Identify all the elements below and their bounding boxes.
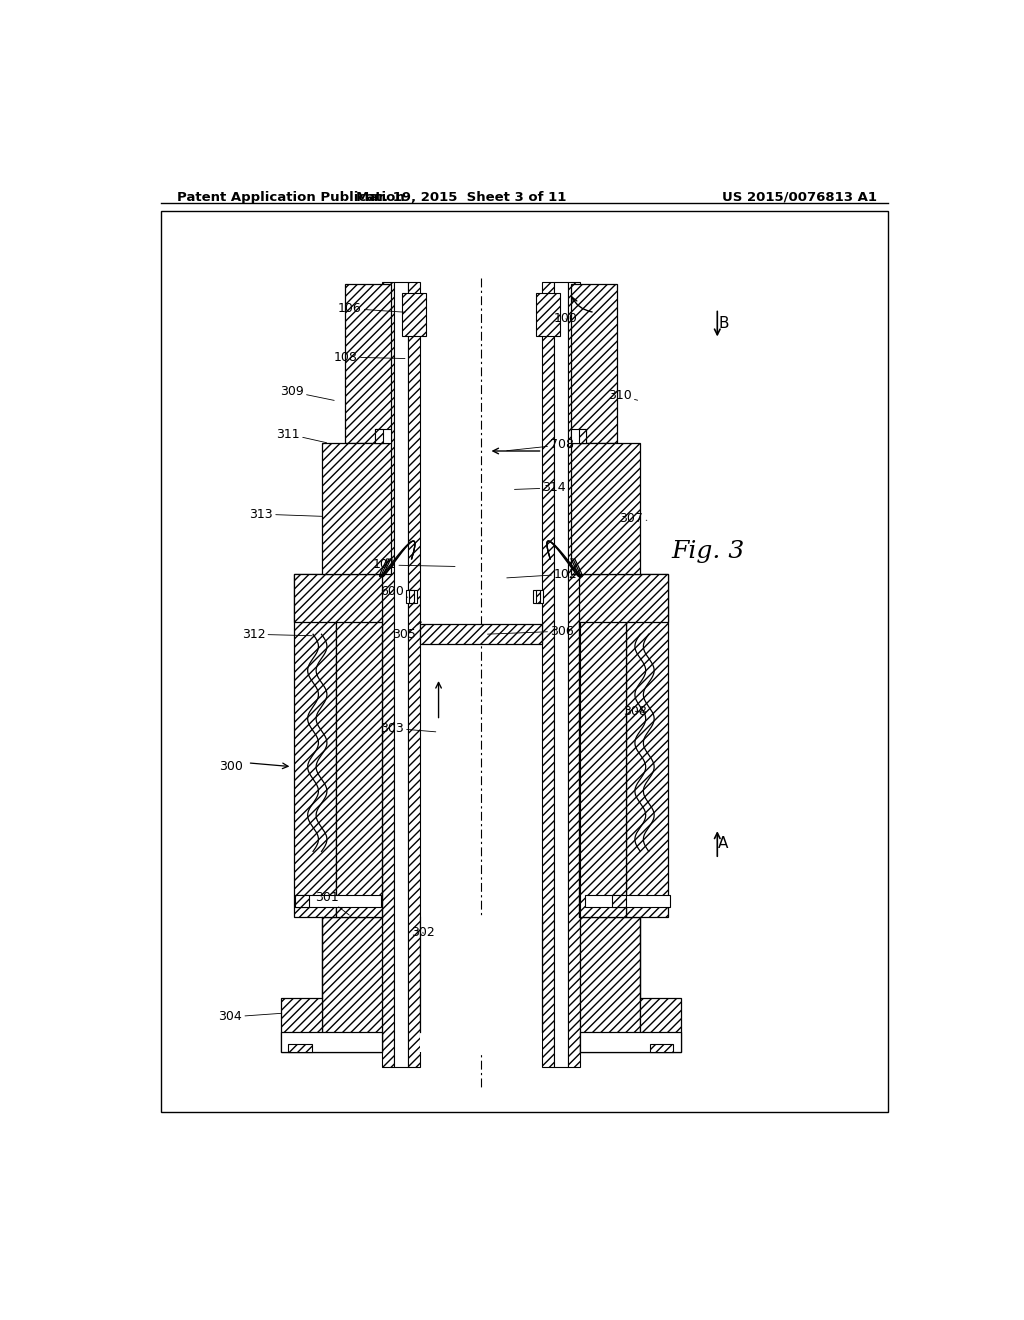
Bar — [640, 998, 681, 1052]
Bar — [571, 284, 617, 444]
Text: 600: 600 — [380, 585, 408, 598]
Text: 308: 308 — [624, 705, 647, 718]
Bar — [542, 281, 554, 1067]
Bar — [571, 429, 587, 444]
Bar — [289, 1044, 311, 1052]
Bar — [532, 590, 544, 603]
Bar — [281, 1032, 382, 1052]
Bar — [568, 281, 581, 1067]
Text: 306: 306 — [487, 624, 574, 638]
Text: 106: 106 — [338, 302, 404, 315]
Text: 101: 101 — [373, 558, 455, 572]
Bar — [650, 1044, 674, 1052]
Bar — [336, 620, 382, 917]
Bar — [401, 293, 426, 335]
Bar — [294, 574, 336, 917]
Bar — [322, 917, 382, 1052]
Text: Patent Application Publication: Patent Application Publication — [177, 190, 404, 203]
Bar — [585, 895, 671, 907]
Bar — [611, 895, 626, 907]
Text: 102: 102 — [507, 568, 578, 581]
Bar — [345, 284, 391, 444]
Text: 310: 310 — [608, 389, 638, 403]
Bar — [376, 429, 391, 444]
Bar — [281, 998, 322, 1052]
Bar — [581, 917, 640, 1052]
Bar — [580, 574, 668, 622]
Text: 708: 708 — [507, 438, 574, 451]
Bar — [579, 429, 587, 444]
Text: 302: 302 — [411, 925, 435, 939]
Bar — [407, 590, 417, 603]
Text: Mar. 19, 2015  Sheet 3 of 11: Mar. 19, 2015 Sheet 3 of 11 — [356, 190, 567, 203]
Text: Fig. 3: Fig. 3 — [672, 540, 744, 562]
Text: 301: 301 — [314, 891, 349, 915]
Bar — [571, 444, 640, 574]
Text: 304: 304 — [218, 1010, 282, 1023]
Text: US 2015/0076813 A1: US 2015/0076813 A1 — [723, 190, 878, 203]
Bar — [394, 281, 408, 1067]
Bar — [295, 895, 309, 907]
Text: 303: 303 — [380, 722, 436, 735]
Text: 300: 300 — [219, 760, 243, 774]
Text: 108: 108 — [334, 351, 404, 363]
Text: 305: 305 — [391, 622, 422, 640]
Bar — [162, 211, 888, 1111]
Bar — [295, 895, 381, 907]
Text: 309: 309 — [280, 385, 334, 400]
Bar — [420, 917, 542, 1052]
Text: 311: 311 — [276, 428, 327, 442]
Bar — [294, 574, 382, 622]
Bar — [410, 590, 414, 603]
Bar — [580, 620, 626, 917]
Bar — [581, 1032, 681, 1052]
Bar — [536, 293, 560, 335]
Text: 100: 100 — [554, 312, 578, 325]
Bar — [554, 281, 568, 1067]
Text: A: A — [718, 836, 729, 851]
Bar — [382, 281, 394, 1067]
Bar — [626, 574, 668, 917]
Bar — [322, 444, 391, 574]
Bar — [536, 590, 541, 603]
Text: 312: 312 — [242, 628, 312, 640]
Text: 313: 313 — [250, 508, 323, 520]
Bar — [408, 281, 420, 1067]
Text: 307: 307 — [620, 512, 647, 525]
Bar — [376, 429, 383, 444]
Text: 314: 314 — [514, 482, 566, 495]
Bar — [420, 624, 542, 644]
Text: B: B — [718, 317, 729, 331]
